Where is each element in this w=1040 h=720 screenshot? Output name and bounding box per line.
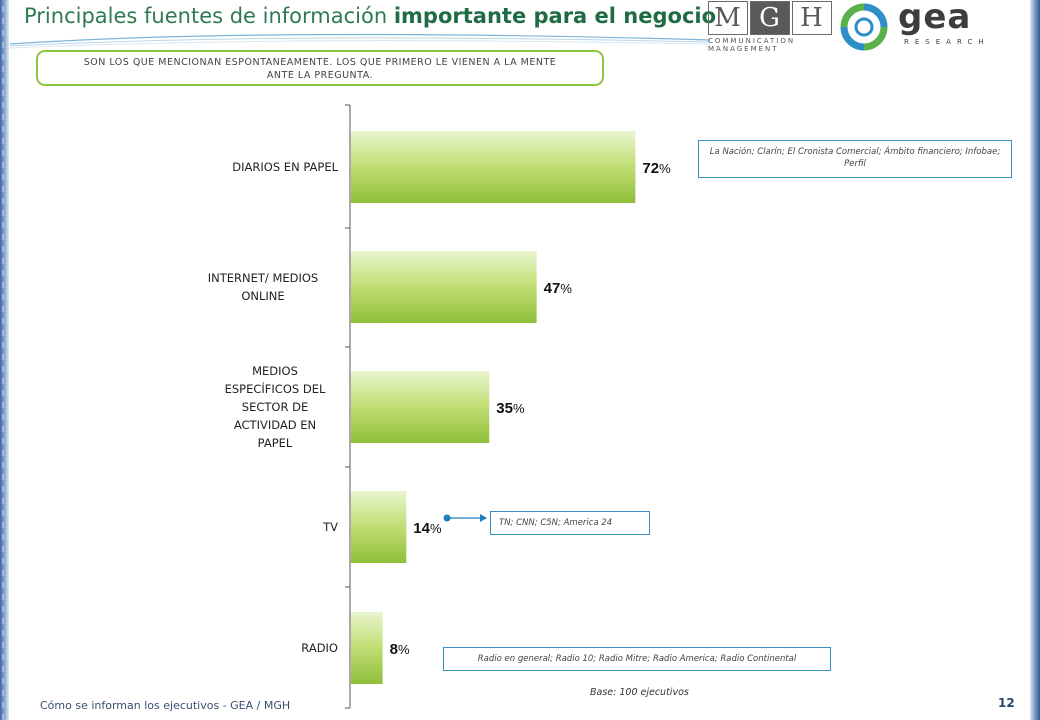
gea-wordmark: gea — [898, 0, 972, 37]
subtitle-line-1: SON LOS QUE MENCIONAN ESPONTANEAMENTE. L… — [83, 57, 557, 68]
category-label-line: ESPECÍFICOS DEL — [224, 382, 326, 396]
category-label-line: TV — [323, 520, 338, 534]
gea-logo: gea RESEARCH — [838, 0, 1008, 51]
bar — [351, 131, 636, 203]
note-diarios: La Nación; Clarín; El Cronista Comercial… — [698, 140, 1012, 178]
note-tv: TN; CNN; C5N; America 24 — [490, 511, 650, 535]
category-label-line: MEDIOS — [252, 364, 298, 378]
bar — [351, 371, 490, 443]
base-note: Base: 100 ejecutivos — [590, 687, 689, 698]
tv-connector-arrow-icon — [480, 514, 487, 522]
mgh-letter-g: G — [750, 1, 790, 35]
bar — [351, 612, 383, 684]
data-label: 14% — [413, 520, 442, 537]
category-label-line: INTERNET/ MEDIOS — [207, 271, 319, 285]
category-label-line: SECTOR DE — [241, 400, 309, 414]
mgh-sub-communication: COMMUNICATION — [708, 37, 796, 45]
category-label-line: ACTIVIDAD EN — [233, 418, 317, 432]
right-decorative-band — [1030, 0, 1040, 720]
mgh-letter-h: H — [792, 1, 832, 35]
category-label-line: PAPEL — [257, 436, 293, 450]
title-bold: importante para el negocio — [393, 4, 717, 28]
data-label: 47% — [544, 280, 573, 297]
subtitle-box: SON LOS QUE MENCIONAN ESPONTANEAMENTE. L… — [36, 50, 604, 86]
category-label: RADIO — [148, 639, 338, 657]
category-label-line: DIARIOS EN PAPEL — [232, 160, 338, 174]
category-label: INTERNET/ MEDIOS ONLINE — [148, 269, 338, 305]
category-label-line: ONLINE — [241, 289, 285, 303]
category-label: MEDIOS ESPECÍFICOS DEL SECTOR DE ACTIVIDAD … — [148, 362, 338, 452]
category-label-line: RADIO — [301, 641, 338, 655]
data-label: 8% — [390, 641, 410, 658]
page-number: 12 — [998, 696, 1015, 710]
bar — [351, 491, 407, 563]
subtitle-line-2: ANTE LA PREGUNTA. — [266, 70, 374, 81]
footer-text: Cómo se informan los ejecutivos - GEA / … — [40, 699, 291, 712]
gea-emblem-icon — [840, 3, 888, 51]
category-label: DIARIOS EN PAPEL — [148, 158, 338, 176]
page-title: Principales fuentes de información impor… — [24, 4, 716, 28]
mgh-letter-m: M — [708, 1, 748, 35]
data-label: 35% — [496, 400, 525, 417]
title-plain: Principales fuentes de información — [24, 4, 394, 28]
mgh-sub-management: MANAGEMENT — [708, 45, 779, 53]
gea-research-text: RESEARCH — [904, 38, 990, 46]
data-label: 72% — [642, 160, 671, 177]
header-swoosh — [10, 33, 710, 49]
bar — [351, 251, 537, 323]
category-label: TV — [148, 518, 338, 536]
mgh-logo: M G H COMMUNICATION MANAGEMENT — [708, 1, 832, 53]
left-decorative-band — [0, 0, 9, 720]
note-radio: Radio en general; Radio 10; Radio Mitre;… — [443, 647, 831, 671]
